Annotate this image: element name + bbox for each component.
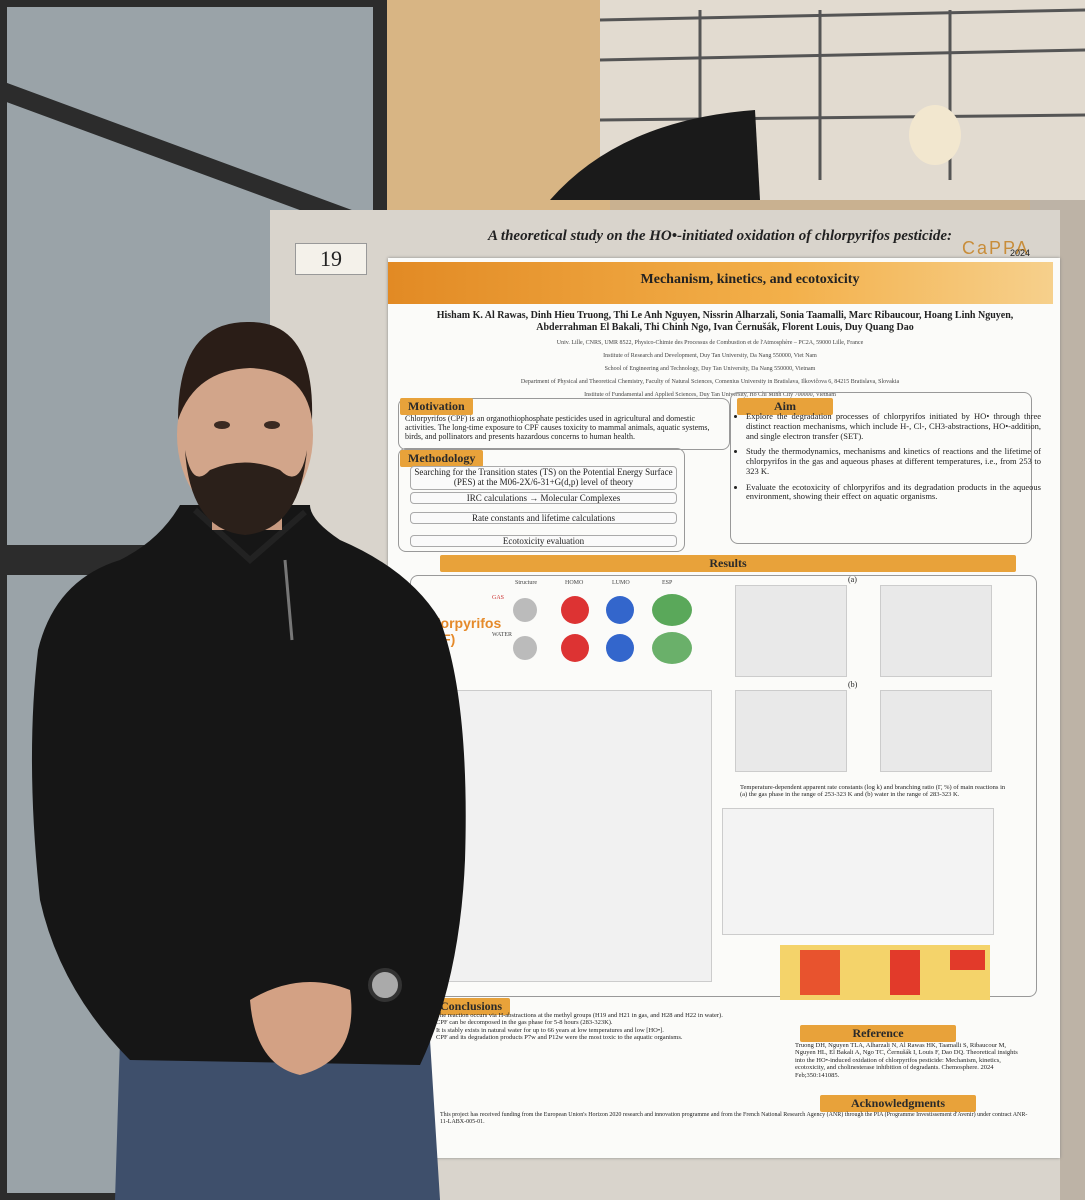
- motivation-box: [398, 398, 730, 450]
- mechanism-diagram: [440, 690, 712, 982]
- sweater: [31, 505, 466, 1065]
- section-heading: Acknowledgments: [820, 1095, 976, 1112]
- conclusion-item: CPF and its degradation products P7w and…: [436, 1034, 796, 1041]
- conference-year: 2024: [1010, 248, 1031, 258]
- plot: [735, 585, 847, 677]
- conclusion-item: CPF can be decomposed in the gas phase f…: [436, 1019, 796, 1026]
- header-band: [388, 262, 1053, 304]
- panel-label: (a): [848, 575, 857, 584]
- section-heading: Aim: [737, 398, 833, 415]
- methodology-box: [398, 448, 685, 552]
- umbrella: [550, 110, 760, 200]
- plot: [735, 690, 847, 772]
- method-step: Searching for the Transition states (TS)…: [410, 466, 677, 490]
- section-heading: Motivation: [400, 398, 473, 415]
- aim-item: Explore the degradation processes of chl…: [746, 411, 1041, 441]
- phase-label: GAS: [492, 595, 505, 601]
- section-heading: Conclusions: [432, 998, 511, 1015]
- column-label: ESP: [662, 580, 673, 586]
- affiliations: Univ. Lille, CNRS, UMR 8522, Physico-Chi…: [430, 340, 990, 398]
- plot: [880, 585, 992, 677]
- hair: [178, 321, 313, 420]
- aim-list: Explore the degradation processes of chl…: [730, 411, 1041, 503]
- authors: Hisham K. Al Rawas, Dinh Hieu Truong, Th…: [436, 310, 1014, 333]
- conclusion-item: The reaction occurs via H-abstractions a…: [436, 1012, 796, 1019]
- method-step: IRC calculations → Molecular Complexes: [410, 492, 677, 505]
- conclusion-item: It is stably exists in natural water for…: [436, 1027, 796, 1034]
- poster-subtitle: Mechanism, kinetics, and ecotoxicity: [640, 272, 860, 287]
- column-label: LUMO: [612, 580, 630, 586]
- reaction-scheme: [722, 808, 994, 935]
- column-label: Structure: [515, 580, 537, 586]
- lamp: [909, 105, 961, 165]
- column-label: HOMO: [565, 580, 584, 586]
- motivation-text: Chlorpyrifos (CPF) is an organothiophosp…: [405, 414, 710, 442]
- affiliation: Univ. Lille, CNRS, UMR 8522, Physico-Chi…: [556, 340, 864, 346]
- jeans: [115, 1040, 440, 1200]
- affiliation: Institute of Research and Development, D…: [603, 352, 817, 359]
- aim-item: Study the thermodynamics, mechanisms and…: [746, 446, 1041, 476]
- acknowledgments-text: This project has received funding from t…: [440, 1112, 1028, 1125]
- hands: [250, 982, 352, 1075]
- reference-text: Truong DH, Nguyen TLA, Alharzali N, Al R…: [795, 1042, 1018, 1079]
- affiliation: Institute of Fundamental and Applied Sci…: [584, 391, 836, 398]
- section-heading: Methodology: [400, 450, 484, 467]
- affiliation: Department of Physical and Theoretical C…: [520, 378, 900, 385]
- phase-label: WATER: [492, 632, 512, 638]
- beard: [185, 450, 307, 535]
- figure-caption: Temperature-dependent apparent rate cons…: [740, 784, 1006, 799]
- section-heading: Results: [440, 555, 1016, 572]
- method-step: Ecotoxicity evaluation: [410, 535, 677, 548]
- conclusions-list: The reaction occurs via H-abstractions a…: [422, 1012, 796, 1042]
- method-step: Rate constants and lifetime calculations: [410, 512, 677, 525]
- orbital-figures: [513, 594, 692, 664]
- poster-title: A theoretical study on the HO•-initiated…: [488, 228, 952, 244]
- aim-box: [730, 392, 1032, 544]
- toxicity-table: [780, 945, 990, 1000]
- affiliation: School of Engineering and Technology, Du…: [604, 365, 816, 372]
- panel-label: (b): [848, 680, 858, 689]
- plot: [880, 690, 992, 772]
- board-number: 19: [295, 243, 367, 275]
- conference-logo: CaPPA: [962, 238, 1030, 258]
- watch: [368, 968, 402, 1002]
- aim-item: Evaluate the ecotoxicity of chlorpyrifos…: [746, 482, 1041, 503]
- zipper: [283, 559, 294, 641]
- section-heading: Reference: [800, 1025, 956, 1042]
